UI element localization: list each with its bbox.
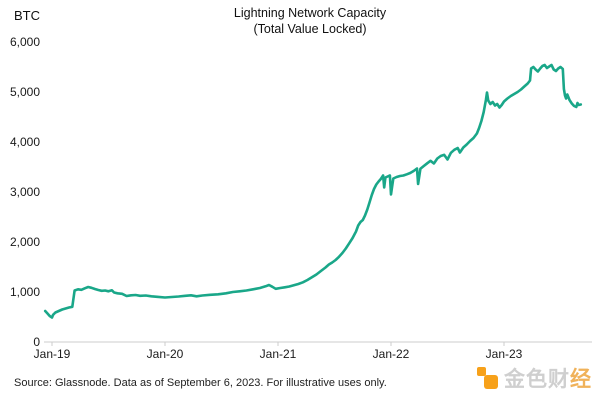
jinse-finance-logo: 金色财经 (477, 363, 592, 393)
chart-title-line1: Lightning Network Capacity (233, 6, 387, 20)
y-tick-label: 5,000 (10, 85, 40, 99)
y-tick-label: 1,000 (10, 285, 40, 299)
y-tick-label: 3,000 (10, 185, 40, 199)
y-tick-label: 4,000 (10, 135, 40, 149)
logo-text-main: 金色财 (504, 368, 570, 391)
x-tick-label: Jan-23 (486, 347, 523, 361)
jinse-finance-logo-icon (477, 367, 499, 389)
x-tick-label: Jan-19 (34, 347, 71, 361)
chart-title: Lightning Network Capacity (Total Value … (0, 6, 600, 37)
source-attribution: Source: Glassnode. Data as of September … (14, 377, 387, 389)
jinse-finance-logo-text: 金色财经 (504, 363, 592, 393)
x-tick-label: Jan-22 (373, 347, 410, 361)
x-tick-label: Jan-21 (260, 347, 297, 361)
y-tick-label: 2,000 (10, 235, 40, 249)
y-tick-label: 6,000 (10, 35, 40, 49)
chart-title-line2: (Total Value Locked) (253, 21, 367, 36)
y-axis-unit-label: BTC (14, 8, 40, 23)
x-tick-label: Jan-20 (147, 347, 184, 361)
capacity-line (43, 63, 583, 319)
logo-text-accent: 经 (570, 368, 592, 391)
y-tick-label: 0 (33, 335, 40, 349)
